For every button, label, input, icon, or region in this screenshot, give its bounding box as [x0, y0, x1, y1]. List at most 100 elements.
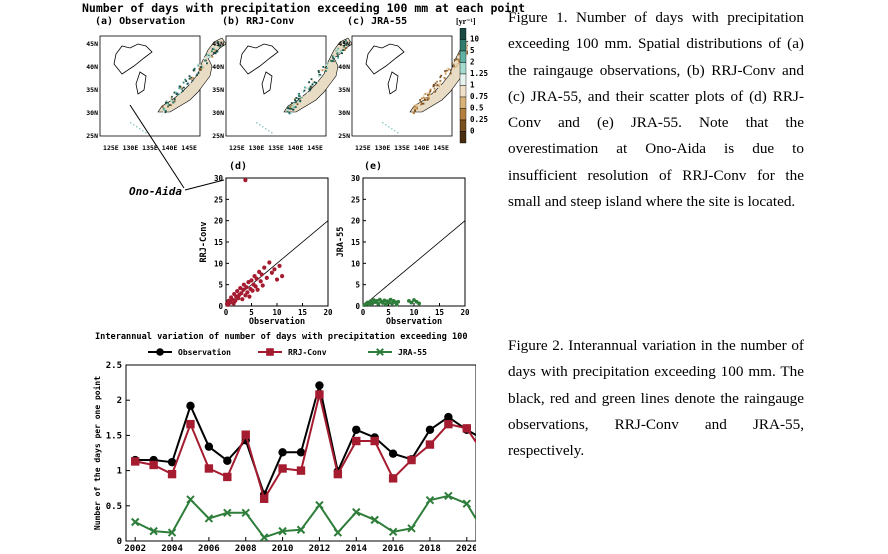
- y-tick-label: 2: [117, 396, 122, 406]
- station-point: [300, 97, 303, 99]
- station-point: [428, 92, 431, 94]
- island-point: [391, 128, 393, 130]
- station-point: [427, 91, 429, 94]
- x-tick-label: 2020: [456, 544, 476, 554]
- one-to-one-line: [362, 220, 466, 307]
- station-point: [437, 85, 440, 87]
- station-point: [200, 66, 202, 69]
- station-point: [182, 81, 185, 84]
- lat-tick: 35N: [86, 86, 98, 94]
- station-point: [207, 56, 210, 58]
- station-point: [191, 79, 194, 82]
- scatter-point: [388, 297, 393, 302]
- x-tick-label: 15: [435, 308, 444, 317]
- station-point: [453, 58, 456, 61]
- scatter-point: [387, 300, 391, 305]
- station-point: [293, 98, 296, 100]
- colorbar-tick: 1.25: [470, 69, 488, 78]
- station-point: [420, 103, 422, 106]
- y-tick-label: 10: [214, 259, 224, 268]
- station-point: [202, 66, 205, 69]
- station-point: [439, 84, 441, 87]
- station-point: [211, 50, 213, 53]
- scatter-point: [262, 265, 267, 270]
- station-point: [301, 98, 303, 101]
- station-point: [302, 90, 305, 93]
- y-tick-label: 5: [355, 281, 360, 290]
- series-point: [149, 526, 158, 536]
- x-tick-label: 2008: [235, 544, 257, 554]
- station-point: [327, 62, 330, 65]
- series-point: [167, 457, 177, 467]
- map-panel: 45N 40N 35N 30N 25N 125E 130E 135E 140E 145E: [86, 35, 227, 152]
- station-point: [324, 66, 327, 69]
- series-point: [167, 528, 177, 537]
- scatter-point: [239, 291, 244, 296]
- series-point: [425, 425, 435, 434]
- series-point: [352, 425, 361, 434]
- scatter-point: [241, 287, 246, 292]
- station-point: [333, 56, 336, 59]
- scatter-point: [260, 283, 265, 288]
- station-point: [306, 92, 309, 95]
- station-point: [176, 92, 179, 95]
- station-point: [206, 62, 208, 65]
- station-point: [308, 81, 310, 84]
- station-point: [292, 108, 294, 111]
- scatter-point: [370, 301, 375, 306]
- lat-tick: 25N: [212, 132, 224, 140]
- station-point: [294, 106, 297, 108]
- y-tick-label: 0: [117, 537, 122, 547]
- station-point: [173, 91, 176, 94]
- y-tick-label: 0: [355, 302, 360, 311]
- colorbar-tick: 1: [470, 81, 475, 90]
- island-point: [265, 128, 267, 130]
- colorbar-swatch: [459, 50, 467, 63]
- scatter-point: [264, 275, 269, 280]
- station-point: [301, 96, 303, 98]
- station-point: [424, 99, 426, 101]
- lat-tick: 40N: [86, 63, 98, 71]
- series-point: [186, 419, 195, 429]
- station-point: [419, 99, 421, 101]
- x-tick-label: 20: [460, 308, 470, 317]
- scatter-point: [249, 278, 254, 283]
- station-point: [424, 97, 427, 99]
- y-tick-label: 0: [218, 302, 223, 311]
- x-tick-label: 0: [224, 308, 229, 317]
- station-point: [167, 105, 169, 108]
- panel-c-label: (c) JRA-55: [347, 16, 408, 27]
- station-point: [294, 101, 297, 104]
- x-tick-label: 5: [386, 308, 391, 317]
- series-point: [186, 495, 195, 504]
- station-point: [325, 64, 328, 66]
- station-point: [196, 64, 199, 67]
- x-tick-label: 2016: [382, 544, 404, 554]
- station-point: [332, 62, 335, 64]
- island-point: [268, 130, 270, 132]
- series-point: [333, 528, 343, 537]
- series-point: [167, 469, 177, 479]
- station-point: [337, 47, 340, 50]
- scatter-point: [384, 302, 388, 307]
- station-point: [414, 109, 416, 112]
- station-point: [457, 58, 460, 61]
- station-point: [297, 93, 300, 96]
- scatter-point: [254, 276, 259, 281]
- colorbar-swatch: [459, 28, 467, 40]
- series-point: [407, 455, 416, 465]
- island-point: [142, 130, 144, 132]
- station-point: [179, 93, 181, 95]
- coastline-korea: [387, 71, 399, 95]
- station-point: [170, 98, 173, 101]
- station-point: [443, 77, 446, 80]
- station-point: [310, 78, 313, 81]
- station-point: [342, 49, 344, 51]
- series-point: [370, 436, 379, 446]
- station-point: [439, 80, 442, 82]
- series-point: [204, 464, 214, 473]
- colorbar-swatch: [459, 39, 467, 52]
- lat-tick: 45N: [212, 40, 224, 48]
- station-point: [444, 70, 446, 72]
- station-point: [336, 52, 339, 55]
